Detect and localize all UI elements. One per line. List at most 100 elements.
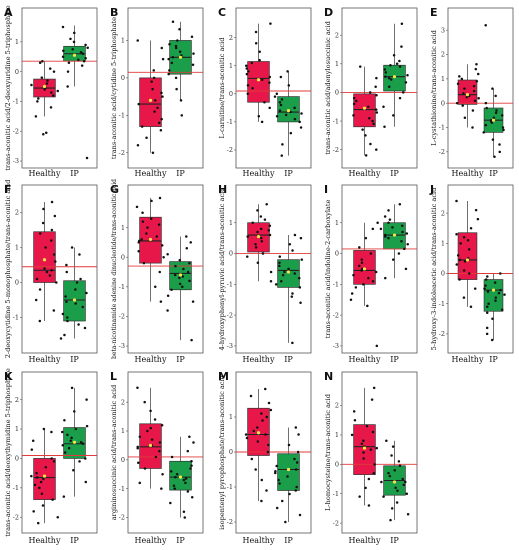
data-point <box>166 252 169 256</box>
data-point <box>400 45 403 48</box>
data-point <box>401 477 404 481</box>
y-tick-label: 2 <box>15 209 19 217</box>
data-point <box>31 439 35 443</box>
data-point <box>390 507 394 510</box>
data-point <box>467 272 471 275</box>
data-point <box>154 99 157 102</box>
panel-frame <box>127 184 204 354</box>
data-point <box>66 70 70 73</box>
data-point <box>484 101 488 105</box>
data-point <box>158 449 161 453</box>
mean-marker <box>286 467 291 472</box>
data-point <box>169 470 173 473</box>
box-iqr <box>139 77 162 127</box>
data-point <box>275 115 279 118</box>
data-point <box>38 319 42 323</box>
data-point <box>166 294 170 297</box>
data-point <box>145 232 148 235</box>
data-point <box>54 260 57 263</box>
data-point <box>153 285 157 289</box>
y-tick-label: 1 <box>121 427 125 435</box>
data-point <box>176 39 179 42</box>
data-point <box>245 67 249 70</box>
data-point <box>487 302 490 305</box>
data-point <box>74 427 78 431</box>
data-point <box>259 215 263 218</box>
data-point <box>267 229 271 232</box>
data-point <box>146 226 149 229</box>
data-point <box>63 451 67 454</box>
data-point <box>485 106 488 110</box>
data-point <box>162 255 165 259</box>
data-point <box>169 501 172 505</box>
data-point <box>371 227 375 231</box>
data-point <box>299 236 303 240</box>
data-point <box>81 305 84 309</box>
data-point <box>159 129 163 132</box>
data-point <box>159 300 163 303</box>
data-point <box>288 243 292 246</box>
data-point <box>265 202 268 206</box>
data-point <box>254 42 258 45</box>
data-point <box>32 510 35 513</box>
y-tick-label: -1 <box>333 281 339 289</box>
data-point <box>484 123 488 127</box>
data-point <box>387 85 391 88</box>
data-point <box>256 209 259 212</box>
data-point <box>184 477 188 480</box>
data-point <box>178 258 182 262</box>
x-category-label: Healthy <box>29 169 61 178</box>
data-point <box>72 40 76 44</box>
data-point <box>188 279 191 283</box>
panel-c: C -2 -1 0 1 2L-carnitine/trans-aconitic acid H… <box>218 6 312 178</box>
data-point <box>360 269 363 272</box>
data-point <box>361 128 364 131</box>
data-point <box>83 457 87 460</box>
y-tick-label: 1 <box>15 38 19 46</box>
y-axis-label: L-homocysteine/trans-aconitic acid <box>324 393 332 511</box>
y-axis-label: 5-hydroxy-3-indoleacetic acid/trans-acon… <box>430 187 438 350</box>
data-point <box>267 443 270 447</box>
y-tick-label: 0 <box>15 455 19 463</box>
data-point <box>352 273 355 277</box>
data-point <box>401 224 404 228</box>
box-healthy <box>457 201 478 307</box>
data-point <box>286 475 289 478</box>
y-tick-label: 1 <box>121 37 125 45</box>
data-point <box>179 99 183 102</box>
data-point <box>494 296 498 299</box>
y-tick-label: 2 <box>441 51 445 59</box>
data-point <box>154 455 158 459</box>
data-point <box>67 61 71 64</box>
data-point <box>256 261 260 265</box>
data-point <box>167 57 170 61</box>
data-point <box>294 489 297 492</box>
data-point <box>260 478 264 482</box>
data-point <box>354 286 358 289</box>
data-point <box>485 311 489 315</box>
box-iqr <box>33 231 56 283</box>
data-point <box>181 285 184 289</box>
data-point <box>300 258 304 261</box>
box-healthy <box>457 64 478 128</box>
data-point <box>484 24 487 27</box>
data-point <box>160 91 163 95</box>
data-point <box>362 451 365 454</box>
y-axis-label: trans-aconitic acid/2-deoxyuridine 5-tri… <box>4 5 12 171</box>
y-tick-label: 2 <box>335 402 339 410</box>
data-point <box>84 43 87 47</box>
data-point <box>472 89 476 93</box>
data-point <box>160 46 164 50</box>
data-point <box>471 126 474 129</box>
y-tick-label: -2 <box>13 127 19 135</box>
data-point <box>367 477 371 481</box>
y-tick-label: 0 <box>229 250 233 258</box>
data-point <box>48 67 52 70</box>
data-point <box>370 398 374 401</box>
panel-j: J -2 -1 0 1 25-hydroxy-3-indoleacetic acid/tr… <box>429 183 514 364</box>
data-point <box>476 72 480 76</box>
data-point <box>391 258 395 261</box>
data-point <box>50 91 53 94</box>
